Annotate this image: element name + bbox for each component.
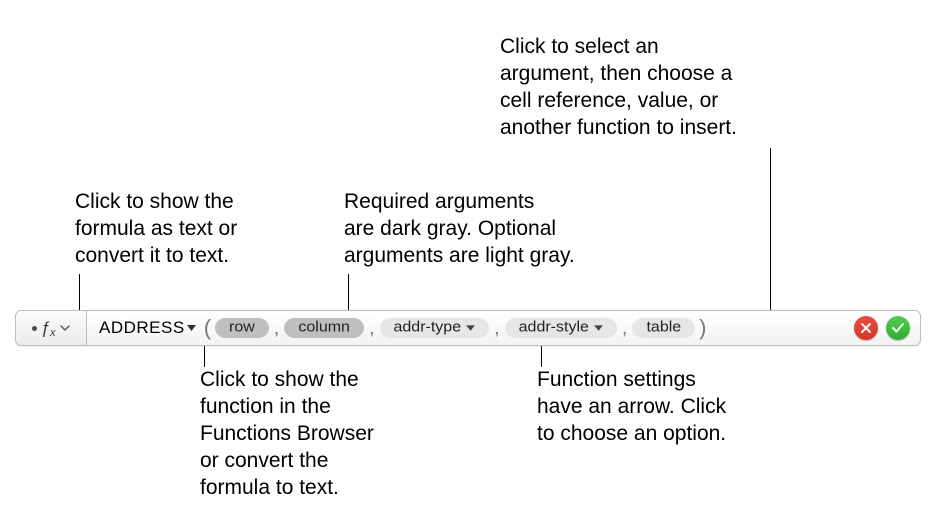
callout-settings-arrow: Function settings have an arrow. Click t… [537,367,726,448]
arg-table-label: table [646,320,681,337]
arg-addr-type-label: addr-type [394,320,462,337]
arg-column-token[interactable]: column [284,318,364,338]
function-name-dropdown[interactable]: ADDRESS [95,318,200,338]
comma: , [622,317,628,340]
arg-addr-type-token[interactable]: addr-type [380,318,490,338]
leader-func-browser [204,345,205,367]
chevron-down-icon [60,325,70,331]
comma: , [494,317,500,340]
cancel-button[interactable] [854,316,878,340]
triangle-down-icon [187,325,196,331]
arg-row-token[interactable]: row [215,318,269,338]
triangle-down-icon [466,325,475,331]
formula-action-buttons [848,316,920,340]
arg-row-label: row [229,320,255,337]
arg-addr-style-token[interactable]: addr-style [505,318,617,338]
paren-close: ) [699,315,706,341]
leader-select-arg [770,148,771,310]
paren-open: ( [204,315,211,341]
leader-required [348,274,349,310]
triangle-down-icon [594,325,603,331]
arg-table-token[interactable]: table [632,318,695,338]
fx-label: ƒx [41,318,56,339]
comma: , [369,317,375,340]
leader-fx [79,274,80,310]
formula-content[interactable]: ADDRESS ( row , column , addr-type , add… [87,311,848,345]
callout-select-argument: Click to select an argument, then choose… [500,34,737,142]
accept-button[interactable] [886,316,910,340]
comma: , [274,317,280,340]
callout-function-browser: Click to show the function in the Functi… [200,367,374,501]
arg-column-label: column [298,320,350,337]
fx-bullet-icon [32,326,37,331]
callout-fx: Click to show the formula as text or con… [75,189,237,270]
callout-required-args: Required arguments are dark gray. Option… [344,189,575,270]
fx-dropdown[interactable]: ƒx [16,311,87,345]
function-name: ADDRESS [99,318,185,338]
arg-addr-style-label: addr-style [519,320,589,337]
formula-bar: ƒx ADDRESS ( row , column , addr-type , [15,310,921,346]
leader-settings-arrow [541,345,542,367]
